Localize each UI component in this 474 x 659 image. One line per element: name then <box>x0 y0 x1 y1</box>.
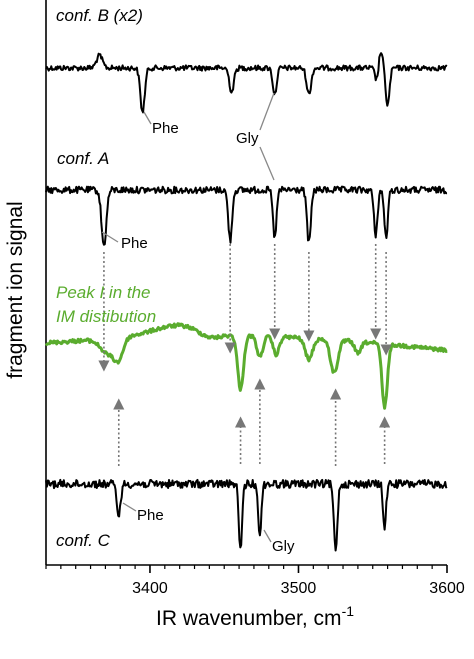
x-axis-title-superscript: -1 <box>342 603 355 619</box>
callout-lines <box>101 92 275 543</box>
y-axis-title: fragment ion signal <box>4 201 27 378</box>
x-axis-title: IR wavenumber, cm-1 <box>156 603 354 630</box>
conf-c-label: conf. C <box>56 531 111 550</box>
x-axis-tick-labels: 3400 3500 3600 <box>132 580 465 597</box>
gly-callout-line-b1 <box>259 92 275 131</box>
conf-b-label: conf. B (x2) <box>56 6 143 25</box>
phe-label-b: Phe <box>152 120 179 137</box>
gly-callout-line-c <box>263 529 272 543</box>
spectrum-trace-4 <box>45 478 448 552</box>
x-axis-ticks <box>45 565 448 573</box>
correlation-arrows <box>98 244 392 466</box>
gly-label-b: Gly <box>236 130 259 147</box>
spectrum-trace-2 <box>45 185 448 246</box>
phe-label-a: Phe <box>121 235 148 252</box>
x-tick-label: 3600 <box>429 580 465 597</box>
phe-label-c: Phe <box>137 507 164 524</box>
gly-callout-line-b2 <box>259 146 275 181</box>
spectrum-trace-1 <box>45 52 448 114</box>
phe-callout-line-a <box>101 231 119 243</box>
spectrum-trace-3 <box>44 322 448 410</box>
x-tick-label: 3500 <box>281 580 317 597</box>
peak-label-line2: IM distibution <box>56 307 156 326</box>
phe-callout-line-c <box>122 502 137 512</box>
peak-label-line1: Peak I in the <box>56 283 151 302</box>
x-axis-title-main: IR wavenumber, cm <box>156 607 342 630</box>
spectra-traces <box>44 52 448 552</box>
x-tick-label: 3400 <box>132 580 168 597</box>
conf-a-label: conf. A <box>57 149 109 168</box>
phe-callout-line-b <box>143 111 152 125</box>
gly-label-c: Gly <box>272 538 295 555</box>
